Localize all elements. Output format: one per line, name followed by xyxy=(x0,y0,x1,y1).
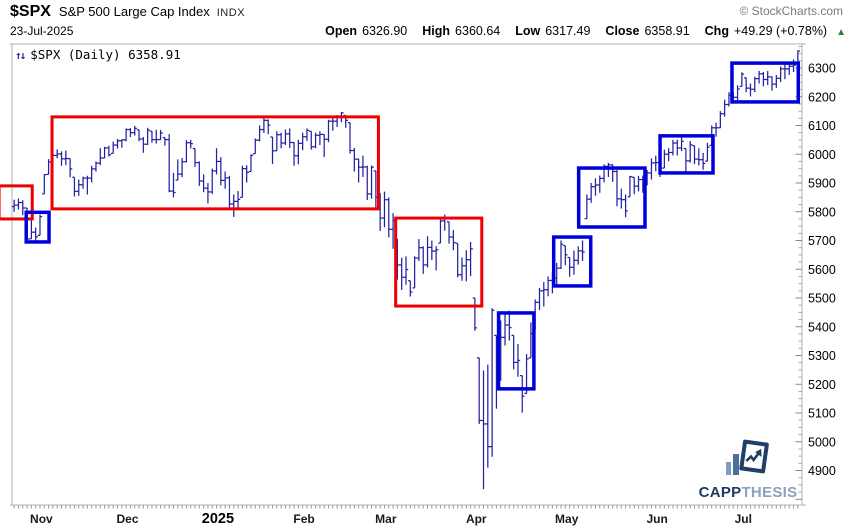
annotation-box-blue xyxy=(551,235,593,288)
exchange-label: INDX xyxy=(216,7,246,19)
open-label: Open xyxy=(325,24,358,38)
y-axis-label: 6100 xyxy=(808,119,836,133)
x-axis-month-label: Dec xyxy=(116,512,138,526)
cappthesis-logo-text: CAPPTHESIS xyxy=(692,485,804,500)
cappthesis-logo: CAPPTHESIS xyxy=(692,437,804,500)
chg-label: Chg xyxy=(704,24,729,38)
high-label: High xyxy=(422,24,451,38)
y-axis-label: 5900 xyxy=(808,177,836,191)
annotation-box-blue xyxy=(730,61,801,104)
y-axis-label: 6300 xyxy=(808,62,836,76)
stat-change: Chg +49.29 (+0.78%) xyxy=(705,24,827,38)
annotation-box-blue xyxy=(658,134,715,175)
y-axis-label: 6000 xyxy=(808,148,836,162)
x-axis-month-label: May xyxy=(555,512,579,526)
cappthesis-logo-mark xyxy=(726,439,769,475)
low-label: Low xyxy=(515,24,541,38)
y-axis-label: 5800 xyxy=(808,205,836,219)
x-axis-month-label: Jun xyxy=(646,512,667,526)
x-axis-month-label: Nov xyxy=(30,512,53,526)
y-axis-label: 5400 xyxy=(808,320,836,334)
y-axis-label: 5600 xyxy=(808,263,836,277)
y-axis-label: 6200 xyxy=(808,90,836,104)
annotation-box-blue xyxy=(576,166,647,229)
low-value: 6317.49 xyxy=(545,24,591,38)
open-value: 6326.90 xyxy=(362,24,408,38)
close-value: 6358.91 xyxy=(644,24,690,38)
stat-open: Open 6326.90 xyxy=(325,24,407,38)
chart-legend: ↑↓ $SPX (Daily) 6358.91 xyxy=(15,47,181,62)
y-axis-label: 5100 xyxy=(808,407,836,421)
y-axis-label: 5500 xyxy=(808,292,836,306)
stat-close: Close 6358.91 xyxy=(605,24,689,38)
chg-value: +49.29 (+0.78%) xyxy=(733,24,828,38)
x-axis-month-label: Jul xyxy=(735,512,752,526)
header-row-quote: 23-Jul-2025 Open 6326.90 High 6360.64 Low 6… xyxy=(10,24,846,38)
x-axis-month-label: Mar xyxy=(375,512,397,526)
annotation-box-blue xyxy=(24,210,51,244)
stat-low: Low 6317.49 xyxy=(515,24,590,38)
annotation-box-red xyxy=(394,216,484,308)
annotation-box-red xyxy=(0,184,34,221)
logo-part-capp: CAPP xyxy=(698,484,742,501)
legend-text: $SPX (Daily) 6358.91 xyxy=(30,47,181,62)
y-axis-label: 5300 xyxy=(808,349,836,363)
copyright: © StockCharts.com xyxy=(739,4,843,18)
annotation-box-red xyxy=(50,115,380,211)
updown-arrows-icon: ↑↓ xyxy=(15,49,26,62)
quote-stats: Open 6326.90 High 6360.64 Low 6317.49 Close… xyxy=(325,24,846,38)
stat-high: High 6360.64 xyxy=(422,24,500,38)
close-label: Close xyxy=(605,24,640,38)
x-axis-month-label: Apr xyxy=(466,512,487,526)
logo-part-thesis: THESIS xyxy=(741,484,798,501)
up-triangle-icon: ▲ xyxy=(836,27,846,38)
header-row-title: $SPX S&P 500 Large Cap Index INDX © StockC… xyxy=(10,3,843,21)
x-axis-month-label: 2025 xyxy=(202,511,234,527)
annotation-box-blue xyxy=(496,311,536,391)
y-axis-label: 5200 xyxy=(808,378,836,392)
index-name: S&P 500 Large Cap Index xyxy=(58,4,210,19)
x-axis-month-label: Feb xyxy=(293,512,314,526)
y-axis-label: 5700 xyxy=(808,234,836,248)
symbol: $SPX xyxy=(10,3,51,20)
y-axis-label: 5000 xyxy=(808,435,836,449)
high-value: 6360.64 xyxy=(455,24,501,38)
y-axis-label: 4900 xyxy=(808,464,836,478)
quote-date: 23-Jul-2025 xyxy=(10,24,74,38)
